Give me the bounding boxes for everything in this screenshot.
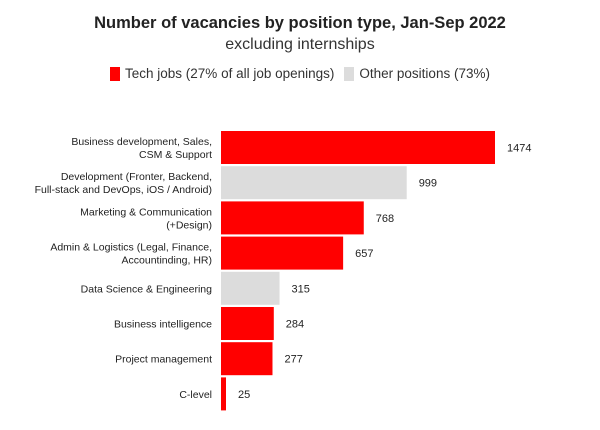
value-label-3: 657 <box>355 248 373 260</box>
legend-label-tech: Tech jobs (27% of all job openings) <box>125 66 335 81</box>
category-label-6: Project management <box>115 354 212 366</box>
legend-item-tech: Tech jobs (27% of all job openings) <box>110 66 334 81</box>
legend-swatch-other <box>344 66 355 81</box>
legend-swatch-tech <box>110 66 121 81</box>
value-label-6: 277 <box>284 354 302 366</box>
bar-4 <box>221 271 280 305</box>
category-label-3: Admin & Logistics (Legal, Finance, Accoun… <box>50 242 212 267</box>
bar-6 <box>221 342 273 376</box>
category-label-1: Development (Fronter, Backend, Full-stack… <box>35 171 212 196</box>
category-label-7: C-level <box>179 389 212 401</box>
legend-label-other: Other positions (73%) <box>359 66 490 81</box>
chart-legend: Tech jobs (27% of all job openings) Othe… <box>0 66 600 81</box>
bar-7 <box>221 377 226 411</box>
value-label-1: 999 <box>419 178 437 190</box>
bar-1 <box>221 166 407 200</box>
value-label-5: 284 <box>286 319 304 331</box>
category-label-5: Business intelligence <box>114 319 212 331</box>
value-label-7: 25 <box>238 389 250 401</box>
value-label-4: 315 <box>292 283 310 295</box>
bar-3 <box>221 236 344 270</box>
chart-title: Number of vacancies by position type, Ja… <box>94 14 506 32</box>
category-label-4: Data Science & Engineering <box>81 283 212 295</box>
value-label-2: 768 <box>376 213 394 225</box>
bar-5 <box>221 307 274 340</box>
value-label-0: 1474 <box>507 143 531 155</box>
category-label-2: Marketing & Communication (+Design) <box>80 206 212 231</box>
category-label-0: Business development, Sales, CSM & Suppor… <box>71 136 212 161</box>
legend-item-other: Other positions (73%) <box>344 66 490 81</box>
chart-subtitle: excluding internships <box>225 36 375 53</box>
bar-2 <box>221 201 364 235</box>
bar-0 <box>221 131 495 164</box>
